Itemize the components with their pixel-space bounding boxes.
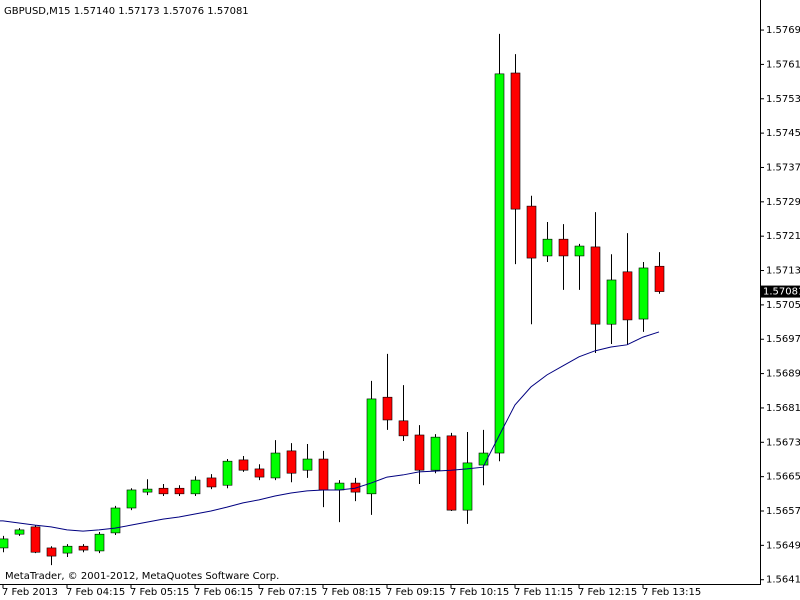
y-tick-label: 1.57210 [766,231,800,242]
candle-body [462,462,473,511]
y-tick-label: 1.56490 [766,540,800,551]
candle-body [574,245,585,257]
y-tick-label: 1.56730 [766,437,800,448]
current-price-label: 1.57081 [763,287,800,298]
y-tick-label: 1.56570 [766,506,800,517]
candle-body [542,238,553,257]
x-tick-label: 7 Feb 06:15 [194,587,253,598]
y-tick-label: 1.57690 [766,25,800,36]
candle-body [110,507,121,534]
candle-body [222,460,233,486]
candle-body [78,545,89,551]
candle-body [0,538,9,549]
current-price-box [761,285,800,298]
candle-body [158,487,169,495]
candle-body [14,529,25,535]
footer: MetaTrader, © 2001-2012, MetaQuotes Soft… [5,571,279,582]
candle-body [302,458,313,471]
candle-body [558,238,569,257]
moving-average [0,331,660,532]
candle-body [318,458,329,491]
y-tick-label: 1.57450 [766,128,800,139]
chart-title: GBPUSD,M15 1.57140 1.57173 1.57076 1.570… [4,6,249,17]
candle-body [654,265,665,292]
candle-body [270,452,281,479]
y-tick-label: 1.56810 [766,403,800,414]
candle-body [334,482,345,491]
y-tick-label: 1.57530 [766,94,800,105]
candle-body [174,487,185,495]
y-tick-label: 1.56650 [766,472,800,483]
y-tick-label: 1.57130 [766,266,800,277]
candle-body [606,279,617,325]
x-tick-label: 7 Feb 05:15 [130,587,189,598]
y-tick-label: 1.56410 [766,575,800,586]
x-tick-label: 7 Feb 13:15 [642,587,701,598]
candle-body [30,526,41,553]
y-tick-label: 1.57610 [766,59,800,70]
y-tick-label: 1.56890 [766,369,800,380]
candle-body [446,435,457,511]
candle-body [494,73,505,454]
candle-body [94,533,105,552]
candle-body [526,205,537,259]
x-tick-label: 7 Feb 11:15 [514,587,573,598]
candle-body [430,436,441,471]
candle-body [206,477,217,488]
x-tick-label: 7 Feb 07:15 [258,587,317,598]
x-tick-label: 7 Feb 12:15 [578,587,637,598]
candle-body [46,547,57,557]
x-tick-label: 7 Feb 04:15 [66,587,125,598]
candle-body [398,420,409,437]
candle-body [622,271,633,321]
candle-body [414,434,425,471]
x-tick-label: 7 Feb 08:15 [322,587,381,598]
candle-body [126,489,137,509]
candle-body [382,396,393,421]
candle-body [142,488,153,493]
y-tick-label: 1.57050 [766,300,800,311]
x-tick-label: 7 Feb 10:15 [450,587,509,598]
y-tick-label: 1.56970 [766,334,800,345]
candle-body [190,479,201,495]
y-tick-label: 1.57290 [766,197,800,208]
candle-body [254,468,265,478]
x-tick-label: 7 Feb 2013 [2,587,58,598]
candle-body [590,246,601,325]
candle-body [478,452,489,466]
candle-body [62,545,73,554]
candle-body [510,72,521,210]
candle-body [238,459,249,471]
candle-body [286,450,297,474]
y-tick-label: 1.57370 [766,162,800,173]
candle-body [638,267,649,320]
x-tick-label: 7 Feb 09:15 [386,587,445,598]
candle-body [366,398,377,495]
